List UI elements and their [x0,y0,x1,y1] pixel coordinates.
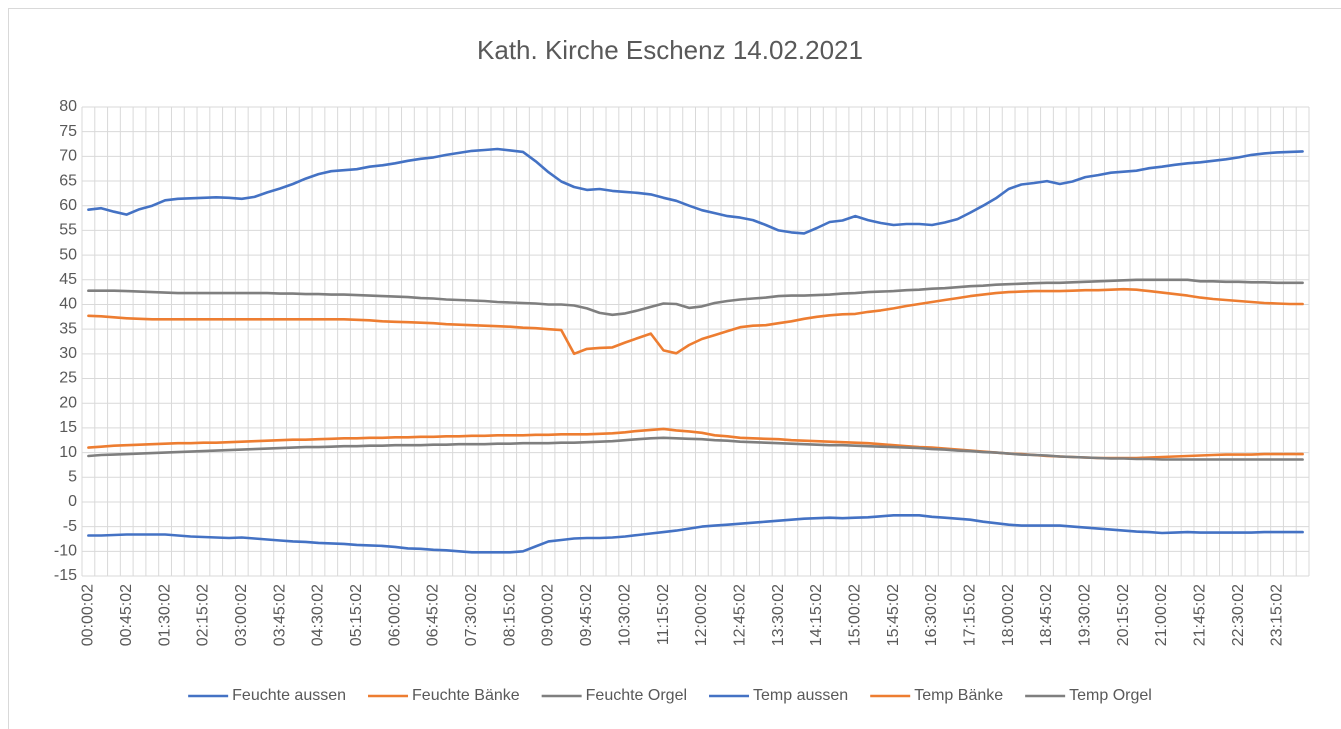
x-tick-label: 00:00:02 [80,584,97,646]
y-tick-label: 30 [59,345,77,362]
series-line [87,287,1304,356]
y-tick-label: -10 [54,543,77,560]
x-tick-label: 20:15:02 [1115,584,1132,646]
y-tick-label: 15 [59,419,77,436]
y-tick-label: 10 [59,444,77,461]
x-tick-label: 23:15:02 [1268,584,1285,646]
y-tick-label: 60 [59,197,77,214]
y-tick-label: -5 [63,518,77,535]
x-tick-label: 16:30:02 [923,584,940,646]
legend-label: Feuchte Bänke [412,687,520,704]
x-tick-label: 03:45:02 [271,584,288,646]
x-tick-label: 17:15:02 [962,584,979,646]
series-line [87,147,1304,235]
x-tick-label: 07:30:02 [463,584,480,646]
series-line [87,436,1304,461]
y-tick-label: 0 [68,493,77,510]
x-tick-label: 01:30:02 [156,584,173,646]
legend-label: Temp Orgel [1069,687,1152,704]
x-tick-label: 09:00:02 [540,584,557,646]
y-tick-label: 5 [68,468,77,485]
legend-label: Feuchte aussen [232,687,346,704]
y-tick-label: 35 [59,320,77,337]
x-tick-label: 22:30:02 [1230,584,1247,646]
x-tick-label: 18:00:02 [1000,584,1017,646]
x-tick-label: 08:15:02 [501,584,518,646]
x-tick-label: 18:45:02 [1038,584,1055,646]
chart-title: Kath. Kirche Eschenz 14.02.2021 [477,35,863,65]
x-tick-label: 00:45:02 [118,584,135,646]
chart-border [8,8,1341,729]
grid: -15 -10 -5 0 5 10 15 20 25 30 35 40 45 50 55 60 65 70 75 80… [54,98,1310,646]
x-tick-label: 11:15:02 [655,584,672,645]
x-tick-label: 13:30:02 [770,584,787,646]
y-tick-label: 50 [59,246,77,263]
y-tick-label: 45 [59,271,77,288]
x-tick-label: 21:00:02 [1153,584,1170,646]
x-tick-label: 02:15:02 [195,584,212,646]
y-tick-label: 70 [59,148,77,165]
plot [87,147,1304,554]
y-tick-label: -15 [54,567,77,584]
legend-label: Temp aussen [753,687,848,704]
x-tick-label: 21:45:02 [1192,584,1209,646]
x-tick-label: 06:45:02 [425,584,442,646]
x-tick-label: 12:45:02 [731,584,748,646]
legend: Feuchte aussen Feuchte Bänke Feuchte Orgel… [188,687,1152,704]
x-tick-label: 10:30:02 [616,584,633,646]
x-tick-label: 05:15:02 [348,584,365,646]
x-tick-label: 15:00:02 [846,584,863,646]
y-tick-label: 55 [59,222,77,239]
y-tick-label: 65 [59,172,77,189]
legend-label: Temp Bänke [914,687,1003,704]
y-tick-label: 75 [59,123,77,140]
x-tick-label: 09:45:02 [578,584,595,646]
x-tick-label: 04:30:02 [310,584,327,646]
series-line [87,514,1304,554]
y-tick-label: 25 [59,370,77,387]
y-tick-label: 40 [59,296,77,313]
y-tick-label: 80 [59,98,77,115]
x-tick-label: 06:00:02 [386,584,403,646]
legend-label: Feuchte Orgel [586,687,687,704]
x-tick-label: 19:30:02 [1077,584,1094,646]
x-tick-label: 12:00:02 [693,584,710,646]
x-tick-label: 14:15:02 [808,584,825,646]
x-tick-label: 03:00:02 [233,584,250,646]
x-tick-label: 15:45:02 [885,584,902,646]
y-tick-label: 20 [59,394,77,411]
series-line [87,278,1304,317]
